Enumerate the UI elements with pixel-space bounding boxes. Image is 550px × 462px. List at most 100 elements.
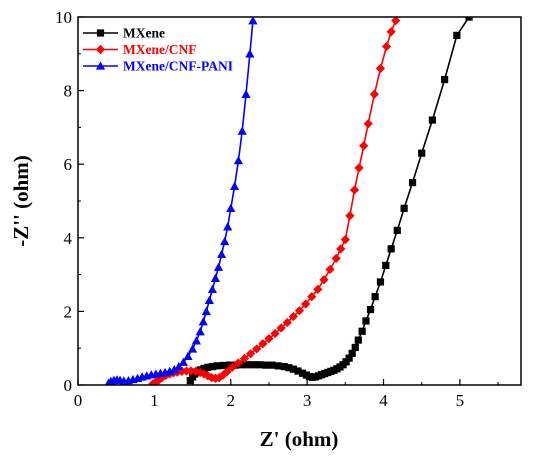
data-point: [174, 362, 184, 371]
x-tick-label-1: 1: [150, 391, 159, 410]
data-point: [381, 41, 392, 52]
data-point: [225, 361, 233, 369]
data-point: [349, 185, 360, 195]
data-point: [186, 376, 194, 385]
data-point: [262, 361, 270, 369]
data-point: [354, 163, 364, 173]
data-point: [418, 149, 426, 157]
data-point: [342, 358, 350, 366]
data-point: [204, 363, 212, 371]
data-point: [345, 354, 353, 362]
data-point: [252, 344, 262, 354]
data-point: [294, 306, 305, 316]
series-line-2: [108, 20, 254, 384]
data-point: [268, 361, 276, 369]
data-point: [207, 284, 218, 293]
data-point: [177, 366, 187, 376]
x-tick-label-4: 4: [379, 391, 388, 410]
data-point: [359, 141, 369, 151]
data-point: [428, 116, 436, 124]
data-point: [282, 317, 292, 328]
data-point: [223, 222, 233, 231]
data-point: [345, 211, 355, 221]
data-point: [270, 328, 280, 339]
data-point: [408, 179, 417, 187]
data-point: [276, 323, 286, 333]
legend-label-0: MXene: [123, 26, 165, 41]
data-point: [285, 364, 293, 372]
data-point: [313, 284, 323, 294]
data-point: [465, 17, 473, 21]
data-point: [400, 204, 408, 212]
data-point: [386, 27, 396, 37]
data-point: [274, 362, 282, 370]
data-point: [210, 273, 221, 282]
data-point: [387, 245, 395, 253]
data-point: [233, 358, 243, 368]
data-point: [441, 75, 449, 84]
series-2: [104, 17, 258, 385]
data-point: [226, 203, 236, 213]
legend-label-2: MXene/CNF-PANI: [123, 59, 233, 74]
y-axis-label: -Z'' (ohm): [9, 155, 33, 247]
data-point: [198, 317, 208, 326]
data-point: [298, 369, 307, 377]
axes: 0 1 2 3 4 5 0 2 4 6 8 10: [55, 8, 499, 410]
data-point: [294, 367, 302, 375]
data-point: [245, 49, 255, 58]
legend-marker-2: [95, 61, 106, 70]
data-point: [227, 362, 237, 372]
data-point: [369, 89, 379, 99]
data-point: [453, 31, 461, 39]
data-point: [229, 181, 240, 190]
legend-marker-1: [95, 44, 106, 55]
data-point: [376, 278, 385, 286]
data-point: [366, 305, 375, 314]
data-point: [154, 375, 164, 385]
y-tick-label-4: 8: [64, 82, 73, 101]
legend-marker-0: [96, 29, 105, 37]
data-point: [363, 119, 373, 129]
y-tick-label-0: 0: [64, 376, 73, 395]
data-point: [203, 371, 213, 381]
data-point: [351, 343, 359, 352]
data-point: [199, 369, 209, 379]
data-point: [178, 357, 189, 366]
series-group: [104, 6, 479, 385]
data-point: [183, 351, 193, 360]
data-point: [246, 349, 256, 359]
data-point: [336, 244, 346, 254]
data-point: [371, 293, 379, 301]
data-point: [222, 367, 232, 377]
data-point: [195, 327, 205, 336]
data-point: [220, 236, 230, 246]
data-point: [393, 226, 401, 235]
series-0: [186, 6, 479, 385]
y-tick-label-5: 10: [55, 8, 72, 27]
data-point: [208, 363, 217, 371]
data-point: [264, 334, 274, 344]
data-point: [204, 295, 214, 305]
y-tick-label-1: 2: [64, 302, 73, 321]
x-tick-label-3: 3: [303, 391, 312, 410]
data-point: [187, 344, 198, 353]
x-axis-label: Z' (ohm): [260, 427, 339, 451]
data-point: [280, 363, 288, 371]
data-point: [195, 367, 205, 378]
data-point: [250, 361, 258, 369]
data-point: [472, 6, 479, 13]
data-point: [331, 253, 341, 264]
data-point: [248, 17, 258, 25]
data-point: [354, 336, 362, 344]
legend-label-1: MXene/CNF: [123, 42, 196, 57]
data-point: [169, 364, 179, 374]
x-tick-label-2: 2: [227, 391, 236, 410]
data-point: [237, 361, 246, 369]
x-tick-label-5: 5: [456, 391, 465, 410]
data-point: [358, 327, 366, 335]
data-point: [200, 364, 208, 373]
data-point: [241, 89, 251, 98]
data-point: [191, 336, 201, 345]
